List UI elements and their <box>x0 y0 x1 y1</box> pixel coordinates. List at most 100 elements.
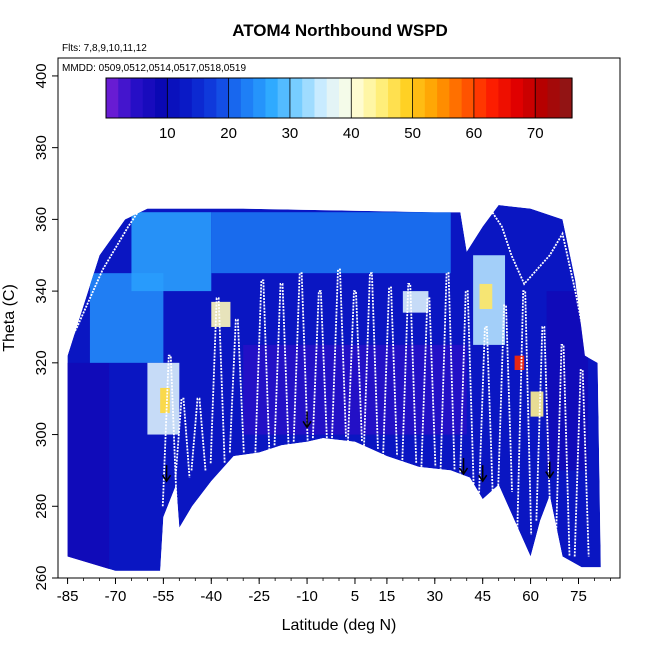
colorbar-tick-label-1: 20 <box>220 125 237 142</box>
y-axis: 260 280 300 320 340 360 380 400 <box>33 63 58 591</box>
flight-profile-6 <box>273 283 290 446</box>
flight-profile-8 <box>311 290 328 439</box>
wspd-patch-4 <box>160 387 170 414</box>
colorbar-swatch-3 <box>142 78 156 118</box>
colorbar-swatch-5 <box>167 78 181 118</box>
colorbar-swatch-2 <box>130 78 144 118</box>
x-tick-label-4: -25 <box>248 588 270 605</box>
arrow-head <box>478 474 488 483</box>
y-tick-label-6: 380 <box>33 135 50 160</box>
y-tick-label-1: 280 <box>33 494 50 519</box>
colorbar-tick-label-6: 70 <box>527 125 544 142</box>
colorbar-swatch-17 <box>314 78 328 118</box>
down-arrow-2 <box>458 458 469 476</box>
flight-profile-18 <box>497 304 513 492</box>
x-tick-label-6: 5 <box>351 588 359 605</box>
flight-profile-19 <box>516 290 533 535</box>
flight-profile-2 <box>190 397 207 471</box>
colorbar-swatch-1 <box>118 78 132 118</box>
y-tick-label-5: 360 <box>33 207 50 232</box>
y-tick-label-0: 260 <box>33 565 50 590</box>
flight-profile-13 <box>401 283 418 464</box>
colorbar-swatch-25 <box>412 78 426 118</box>
colorbar-swatch-28 <box>449 78 463 118</box>
flight-profile-22 <box>573 369 590 557</box>
flight-profile-1 <box>174 397 191 478</box>
colorbar-swatch-10 <box>228 78 242 118</box>
wspd-patch-8 <box>402 291 429 313</box>
colorbar-swatch-26 <box>424 78 438 118</box>
wspd-patch-0 <box>67 362 110 571</box>
flight-profile-17 <box>477 326 494 500</box>
colorbar-swatch-31 <box>486 78 500 118</box>
colorbar-swatch-18 <box>326 78 340 118</box>
x-tick-label-3: -40 <box>200 588 222 605</box>
x-tick-label-10: 60 <box>522 588 539 605</box>
down-arrow-0 <box>161 465 172 483</box>
y-tick-label-7: 400 <box>33 63 50 88</box>
colorbar-swatch-36 <box>547 78 561 118</box>
colorbar-tick-label-2: 30 <box>282 125 299 142</box>
colorbar-swatch-15 <box>289 78 303 118</box>
flight-profile-21 <box>554 343 571 557</box>
down-arrow-1 <box>302 411 312 429</box>
wspd-patch-11 <box>514 355 525 370</box>
colorbar-swatch-35 <box>535 78 549 118</box>
x-tick-label-11: 75 <box>570 588 587 605</box>
arrow-head <box>458 467 469 476</box>
colorbar-swatch-19 <box>339 78 352 118</box>
colorbar-swatch-32 <box>498 78 512 118</box>
flight-profile-0 <box>161 354 178 507</box>
x-tick-label-0: -85 <box>57 588 79 605</box>
arrow-head <box>545 471 555 479</box>
wspd-patch-5 <box>211 212 451 274</box>
colorbar-swatch-37 <box>559 78 573 118</box>
colorbar-swatch-12 <box>253 78 267 118</box>
flight-profile-12 <box>382 286 398 457</box>
y-tick-label-2: 300 <box>33 422 50 447</box>
colorbar-swatch-13 <box>265 78 279 118</box>
colorbar-swatch-0 <box>106 78 119 118</box>
colorbar-frame <box>105 77 573 119</box>
colorbar-swatch-8 <box>204 78 217 118</box>
x-tick-label-8: 30 <box>426 588 443 605</box>
x-tick-label-7: 15 <box>379 588 396 605</box>
wspd-patch-13 <box>546 291 589 471</box>
wspd-patch-12 <box>530 391 544 417</box>
colorbar-swatch-33 <box>510 78 524 118</box>
colorbar-swatch-9 <box>216 78 230 118</box>
colorbar-swatch-16 <box>302 78 316 118</box>
x-axis: -85 -70 -55 -40 -25 -10 5 15 30 45 60 75 <box>57 578 611 605</box>
wspd-patch-10 <box>479 283 493 310</box>
dates-annotation: MMDD: 0509,0512,0514,0517,0518,0519 <box>62 63 246 74</box>
flight-profile-15 <box>439 272 456 471</box>
flight-profile-3 <box>209 297 226 464</box>
flight-profile-9 <box>331 268 347 439</box>
flight-profile-11 <box>363 272 379 449</box>
colorbar-tick-label-3: 40 <box>343 125 360 142</box>
y-axis-label: Theta (C) <box>1 284 18 352</box>
down-arrow-3 <box>478 465 488 483</box>
upper-track-0 <box>66 207 145 346</box>
flight-tracks <box>66 207 590 557</box>
colorbar-swatch-6 <box>179 78 193 118</box>
wspd-patch-2 <box>131 212 212 292</box>
flight-profile-10 <box>347 290 363 442</box>
colorbar: 10 20 30 40 50 60 70 <box>105 77 573 142</box>
colorbar-swatch-11 <box>240 78 254 118</box>
flight-profile-16 <box>458 290 475 489</box>
arrow-markers <box>161 411 555 483</box>
arrow-head <box>302 420 312 429</box>
x-axis-label: Latitude (deg N) <box>282 617 397 634</box>
chart-title: ATOM4 Northbound WSPD <box>232 21 448 40</box>
colorbar-swatch-4 <box>155 78 168 118</box>
flight-profile-20 <box>535 326 552 521</box>
colorbar-swatch-14 <box>277 78 291 118</box>
flight-profile-5 <box>254 279 271 453</box>
wspd-patch-7 <box>211 301 231 327</box>
upper-track-1 <box>465 210 589 356</box>
colorbar-tick-label-5: 60 <box>466 125 483 142</box>
colorbar-swatch-24 <box>400 78 414 118</box>
colorbar-swatch-22 <box>375 78 389 118</box>
